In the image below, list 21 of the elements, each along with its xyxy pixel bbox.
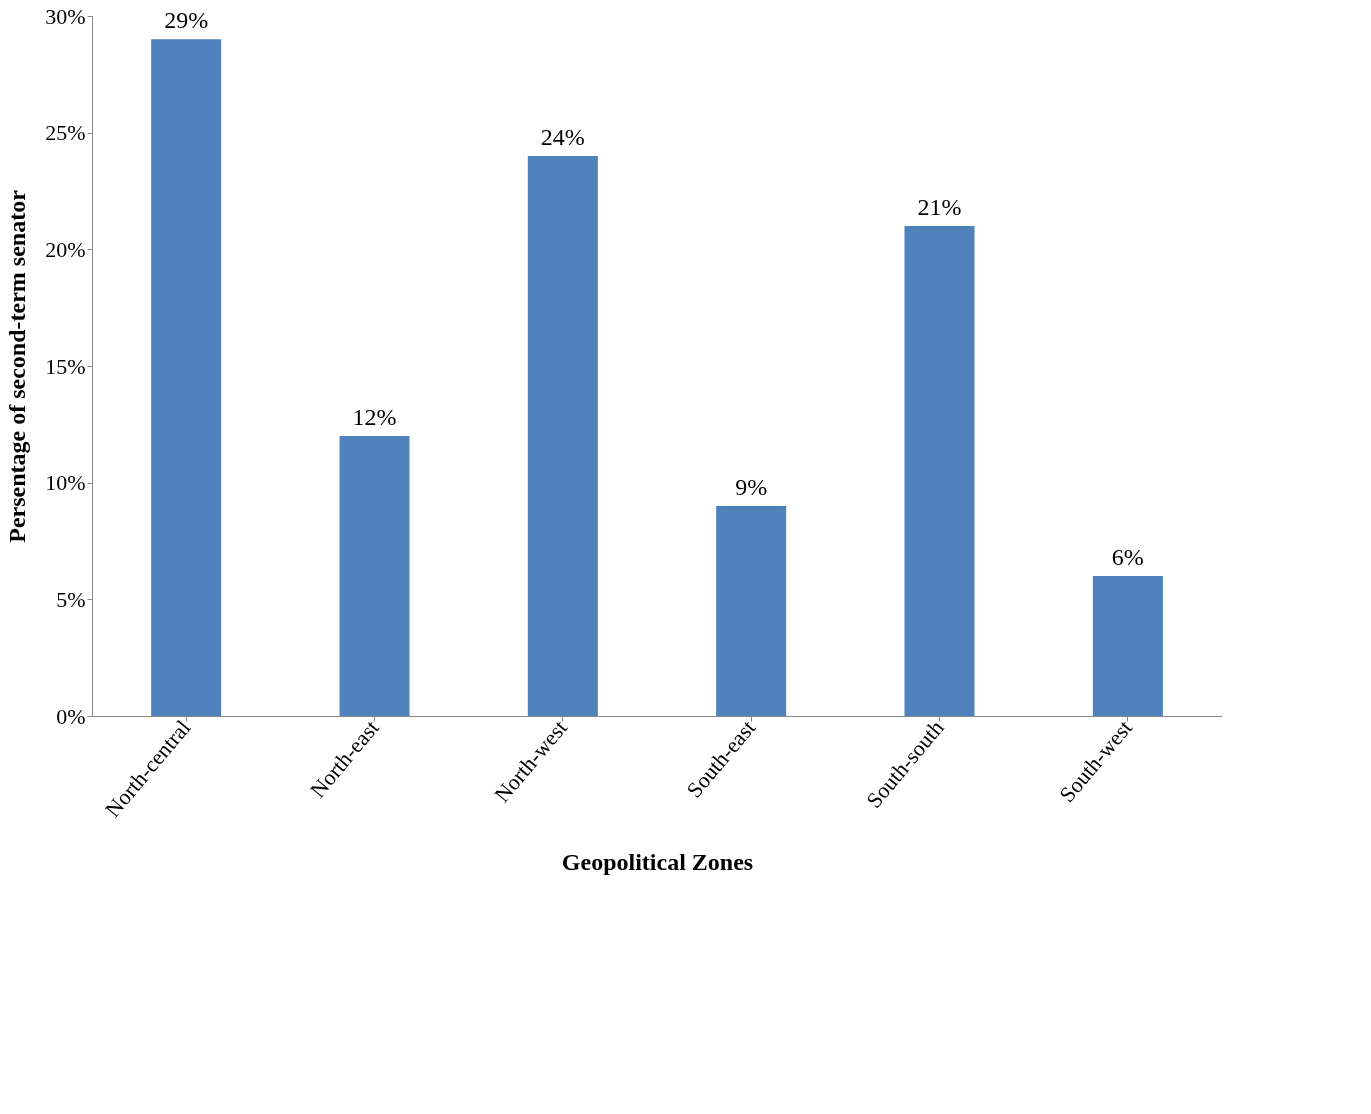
data-label: 21% (917, 194, 962, 220)
data-label: 9% (735, 474, 768, 500)
bar (1092, 576, 1163, 716)
y-tick-label: 30% (45, 3, 86, 29)
y-tick-label: 5% (56, 586, 86, 612)
bar (904, 226, 975, 716)
y-tick-label: 10% (45, 470, 86, 496)
y-tick-label: 15% (45, 353, 86, 379)
data-label: 29% (164, 7, 209, 34)
bar (716, 506, 787, 716)
x-axis-title: Geopolitical Zones (561, 849, 754, 876)
data-label: 24% (540, 124, 585, 150)
data-label: 12% (352, 404, 397, 430)
bar (151, 39, 222, 716)
bar (339, 436, 410, 716)
y-axis-title: Persentage of second-term senator (4, 189, 31, 543)
y-tick-label: 20% (45, 236, 86, 262)
y-tick-label: 25% (45, 120, 86, 146)
y-tick-label: 0% (56, 703, 86, 729)
data-label: 6% (1111, 544, 1144, 570)
bar (527, 156, 598, 716)
